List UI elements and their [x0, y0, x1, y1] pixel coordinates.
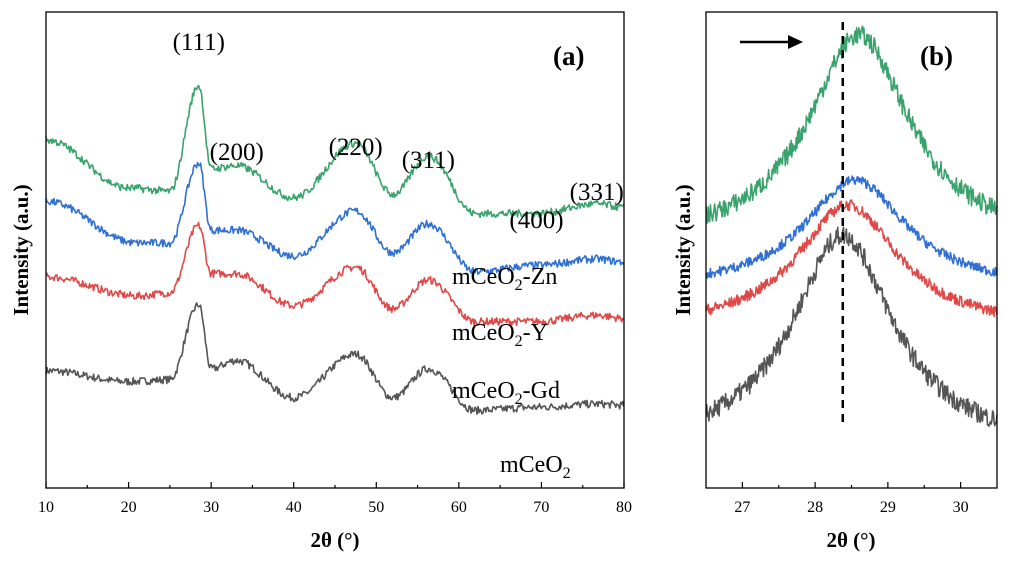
x-tick-label-a: 40	[286, 499, 302, 516]
peak-label: (311)	[402, 147, 455, 174]
x-tick-label-b: 29	[880, 499, 896, 516]
x-tick-label-b: 27	[734, 499, 750, 516]
peak-label: (220)	[329, 134, 383, 161]
x-tick-label-a: 70	[533, 499, 549, 516]
trace-b-mCeO2	[705, 226, 998, 427]
x-tick-label-b: 28	[807, 499, 823, 516]
panel-a-y-title: Intensity (a.u.)	[9, 184, 33, 315]
trace-a-mCeO2-Y	[45, 161, 625, 275]
series-label-gd: mCeO2-Gd	[452, 378, 560, 408]
panel-b-y-title: Intensity (a.u.)	[671, 184, 695, 315]
peak-labels: (111) (200) (220) (311) (400) (331)	[173, 29, 624, 234]
x-tick-label-a: 50	[368, 499, 384, 516]
x-tick-label-a: 30	[203, 499, 219, 516]
trace-a-mCeO2	[45, 302, 625, 415]
series-label-y: mCeO2-Y	[452, 320, 548, 350]
x-tick-label-b: 30	[953, 499, 969, 516]
x-tick-label-a: 10	[38, 499, 54, 516]
panel-b-tag: (b)	[920, 41, 953, 71]
panel-b-traces	[705, 25, 998, 427]
panel-b-frame	[705, 11, 998, 489]
panel-a-traces	[45, 84, 625, 415]
trace-a-mCeO2-Zn	[45, 84, 625, 219]
x-tick-label-a: 20	[121, 499, 137, 516]
panel-a-tag: (a)	[553, 41, 584, 71]
peak-label: (200)	[210, 139, 264, 166]
panel-b-x-ticks: 27 28 29 30	[734, 482, 969, 516]
panel-b: 27 28 29 30 (b) 2θ (°) Intensity (a.u.)	[671, 11, 998, 552]
trace-b-mCeO2-Zn	[705, 25, 998, 224]
panel-a-frame	[45, 11, 625, 489]
panel-a-x-title: 2θ (°)	[310, 528, 359, 552]
shift-arrow	[740, 35, 803, 49]
panel-a: 10 20 30 40 50 60 70 80 (a) (111) (200) (220) (311…	[9, 11, 632, 552]
peak-label: (400)	[509, 207, 563, 234]
series-label-zn: mCeO2-Zn	[452, 264, 557, 294]
peak-label: (331)	[570, 179, 624, 206]
panel-b-x-title: 2θ (°)	[826, 528, 875, 552]
trace-a-mCeO2-Gd	[45, 221, 624, 327]
series-label-base: mCeO2	[500, 452, 571, 482]
peak-label: (111)	[173, 29, 225, 56]
trace-b-mCeO2-Gd	[705, 199, 998, 318]
trace-b-mCeO2-Y	[705, 175, 998, 279]
panel-a-x-ticks: 10 20 30 40 50 60 70 80	[38, 482, 632, 516]
x-tick-label-a: 80	[616, 499, 632, 516]
x-tick-label-a: 60	[451, 499, 467, 516]
